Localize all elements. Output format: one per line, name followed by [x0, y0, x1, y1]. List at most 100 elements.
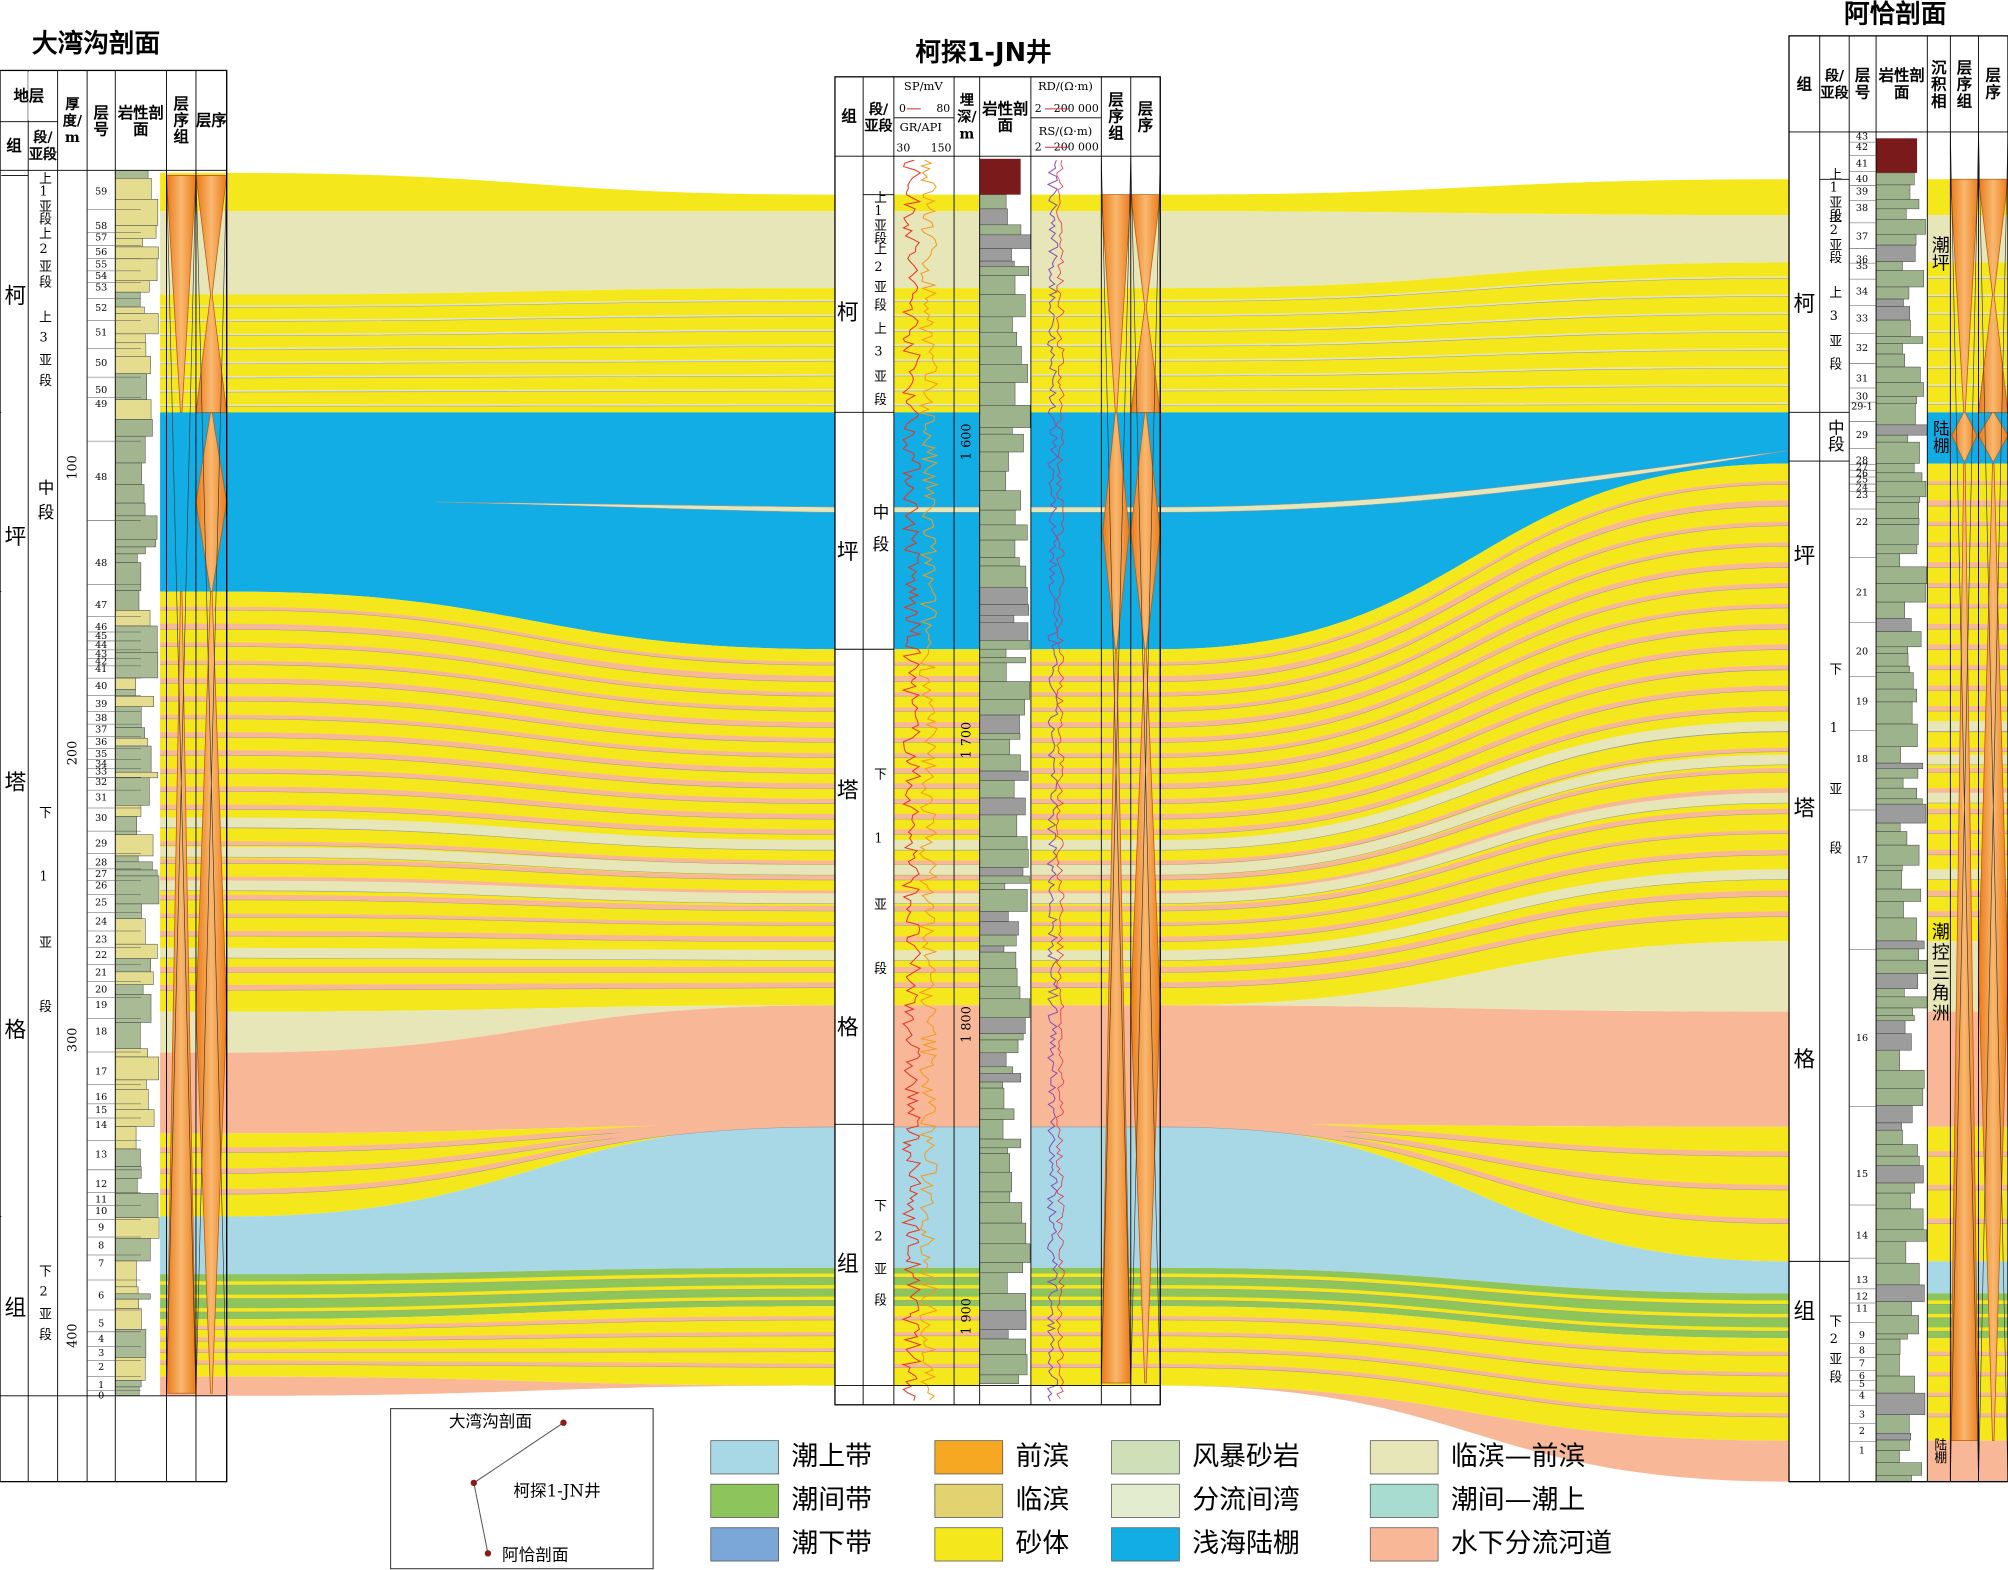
thickness-label: 100 — [66, 455, 81, 479]
layer-number: 3 — [98, 1348, 104, 1359]
legend-label: 潮间—潮上 — [1451, 1484, 1585, 1515]
layer-number: 9 — [1859, 1330, 1865, 1341]
lith-bed — [1875, 219, 1926, 235]
lith-bed — [979, 565, 1027, 588]
mask — [28, 71, 58, 121]
formation-char: 塔 — [837, 778, 859, 803]
thickness-label: 300 — [66, 1028, 81, 1052]
layer-number: 5 — [1859, 1379, 1865, 1390]
lith-bed — [1875, 553, 1901, 568]
lith-bed — [115, 333, 146, 344]
lith-bed — [115, 1048, 148, 1058]
sequence-cross — [1950, 131, 1979, 1482]
layer-number: 9 — [98, 1223, 104, 1234]
layer-number: 55 — [95, 260, 107, 271]
lith-bed — [115, 484, 145, 504]
lith-bed — [115, 502, 146, 517]
lith-bed — [979, 968, 1018, 987]
layer-number: 21 — [95, 968, 107, 979]
lith-bed — [979, 657, 1026, 664]
lith-bed — [979, 586, 1028, 605]
legend-swatch — [1111, 1440, 1180, 1475]
lith-bed — [115, 539, 156, 548]
layer-number: 21 — [1856, 587, 1868, 598]
lith-bed — [979, 998, 1031, 1018]
lith-bed — [979, 921, 1019, 936]
lith-bed — [1875, 1338, 1901, 1355]
lith-bed — [1875, 583, 1926, 603]
header-cell: 组 — [841, 108, 856, 125]
vertical-label: 中段 — [35, 479, 54, 528]
legend-label: 分流间湾 — [1192, 1484, 1300, 1515]
vertical-label: 上2亚段 — [1826, 210, 1841, 264]
lith-bed — [115, 1166, 142, 1179]
lith-bed — [1875, 1105, 1913, 1124]
layer-number: 35 — [1856, 261, 1868, 272]
lith-bed — [1875, 1315, 1919, 1335]
vertical-label: 陆棚 — [1930, 420, 1949, 455]
layer-number: 19 — [95, 1000, 107, 1011]
lith-bed — [115, 419, 153, 437]
lith-bed — [1875, 688, 1917, 703]
legend-swatch — [934, 1483, 1004, 1518]
lith-bed — [1875, 1301, 1912, 1316]
layer-number: 48 — [95, 472, 107, 483]
layer-number: 4 — [1859, 1390, 1865, 1401]
layer-number: 46 — [95, 622, 107, 633]
layer-number: 36 — [1856, 254, 1868, 265]
lith-bed — [1875, 518, 1920, 525]
lith-bed — [979, 208, 1008, 226]
lith-bed — [979, 451, 1009, 472]
lith-bed — [1875, 298, 1904, 307]
layer-number: 2 — [98, 1362, 104, 1373]
sequence-cross — [195, 170, 228, 1396]
log-header: RD/(Ω·m) — [1038, 79, 1093, 93]
layer-number: 27 — [95, 869, 107, 880]
header-text: 层号 — [1854, 66, 1871, 102]
formation-char: 格 — [837, 1015, 859, 1040]
lith-bed — [115, 958, 152, 973]
header-cell: 层号 — [93, 103, 109, 138]
vertical-label: 下1亚段 — [1826, 662, 1841, 900]
lith-bed — [1875, 336, 1924, 344]
log-scale: 0 — [899, 102, 906, 115]
header-cell: 段/亚段 — [864, 101, 892, 134]
formation-char: 组 — [5, 1296, 27, 1321]
column-bg — [1789, 131, 1877, 1482]
layer-number: 37 — [95, 724, 107, 735]
header-cell: 段/亚段 — [29, 129, 57, 162]
lith-bed — [1875, 1007, 1913, 1016]
vertical-label: 陆棚 — [1931, 1437, 1946, 1464]
lith-bed — [1875, 973, 1919, 989]
lith-bed — [1875, 463, 1915, 474]
lith-bed — [1875, 1433, 1911, 1441]
layer-number: 12 — [1856, 1292, 1868, 1303]
header-text: 地层 — [13, 86, 45, 105]
layer-number: 52 — [95, 303, 107, 314]
lith-bed — [115, 1293, 151, 1300]
layer-number: 34 — [1856, 286, 1868, 297]
lith-bed — [115, 178, 152, 200]
stripe-edge — [140, 545, 2008, 712]
header-text: 层号 — [93, 103, 109, 138]
layer-number: 30 — [95, 813, 107, 824]
lith-bed — [1875, 1182, 1915, 1194]
lith-bed — [979, 1066, 1013, 1074]
correlation-bands — [140, 172, 2008, 1482]
section-title: 大湾沟剖面 — [32, 28, 160, 59]
lith-bed — [1875, 1129, 1903, 1145]
layer-number: 18 — [95, 1027, 107, 1038]
lith-bed — [115, 695, 154, 707]
inset-point — [470, 1479, 478, 1487]
facies-stripe — [140, 500, 2008, 682]
inset-point — [484, 1550, 492, 1557]
layer-number: 59 — [95, 187, 107, 198]
log-scale: 200 000 — [1054, 102, 1099, 115]
log-header: SP/mV — [904, 79, 943, 93]
lith-bed — [979, 648, 1007, 658]
lith-bed — [115, 1329, 147, 1358]
lith-bed — [1875, 172, 1915, 186]
lith-bed — [115, 590, 140, 611]
legend-label: 浅海陆棚 — [1192, 1528, 1300, 1559]
